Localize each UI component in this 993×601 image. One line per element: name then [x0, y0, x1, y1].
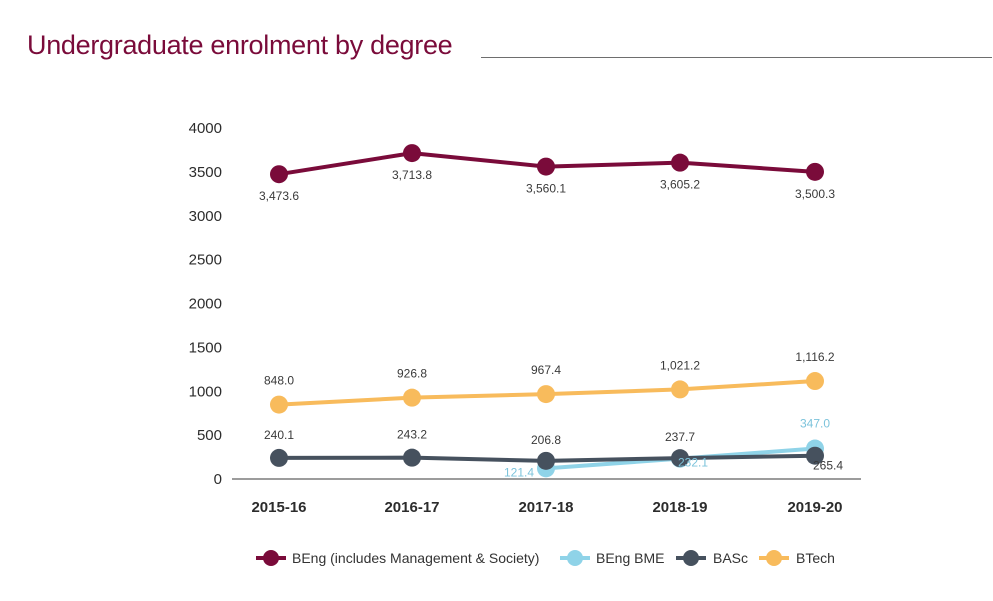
data-label: 3,560.1 — [526, 182, 566, 196]
series-layer — [270, 144, 824, 478]
legend-swatch-marker — [567, 550, 583, 566]
data-point — [270, 395, 288, 414]
axis-layer: 0 500 1000 1500 2000 2500 3000 3500 4000 2015-16 2… — [189, 120, 861, 516]
legend-label: BTech — [796, 550, 835, 566]
data-label: 265.4 — [813, 459, 843, 473]
legend-label: BASc — [713, 550, 748, 566]
data-label: 1,021.2 — [660, 358, 700, 372]
y-tick-label: 3500 — [189, 164, 222, 181]
y-tick-label: 4000 — [189, 120, 222, 137]
y-tick-label: 2500 — [189, 252, 222, 269]
y-tick-label: 500 — [197, 427, 222, 444]
data-label: 347.0 — [800, 417, 830, 431]
data-label: 3,500.3 — [795, 187, 835, 201]
data-label: 3,713.8 — [392, 168, 432, 182]
data-point — [270, 165, 288, 184]
data-label: 1,116.2 — [795, 350, 834, 364]
legend: BEng (includes Management & Society) BEng… — [256, 550, 835, 566]
data-point — [403, 144, 421, 163]
data-label: 926.8 — [397, 367, 427, 381]
data-point — [806, 162, 824, 181]
x-tick-label: 2018-19 — [652, 499, 707, 516]
legend-swatch-marker — [683, 550, 699, 566]
y-tick-label: 2000 — [189, 296, 222, 313]
data-label: 206.8 — [531, 433, 561, 447]
x-tick-label: 2019-20 — [787, 499, 842, 516]
data-label: 121.4 — [504, 465, 534, 479]
title-divider — [481, 57, 992, 58]
data-label: 243.2 — [397, 428, 427, 442]
data-point — [537, 385, 555, 404]
data-label: 237.7 — [665, 430, 695, 444]
data-point — [671, 449, 689, 468]
data-point — [671, 153, 689, 172]
data-point — [403, 388, 421, 407]
data-point — [806, 446, 824, 465]
legend-swatch-marker — [766, 550, 782, 566]
x-tick-label: 2017-18 — [518, 499, 573, 516]
data-label-layer: 3,473.6 3,713.8 3,560.1 3,605.2 3,500.3 121.4… — [259, 168, 843, 479]
data-label: 3,605.2 — [660, 178, 700, 192]
data-point — [270, 448, 288, 467]
y-tick-label: 3000 — [189, 208, 222, 225]
legend-label: BEng (includes Management & Society) — [292, 550, 539, 566]
data-label: 848.0 — [264, 374, 294, 388]
y-tick-label: 1000 — [189, 383, 222, 400]
data-point — [537, 451, 555, 470]
y-tick-label: 1500 — [189, 339, 222, 356]
data-label: 240.1 — [264, 428, 294, 442]
legend-swatch-marker — [263, 550, 279, 566]
y-tick-label: 0 — [214, 471, 222, 488]
legend-label: BEng BME — [596, 550, 664, 566]
data-point — [537, 157, 555, 176]
data-point — [403, 448, 421, 467]
chart-title: Undergraduate enrolment by degree — [27, 30, 453, 60]
data-label: 3,473.6 — [259, 189, 299, 203]
data-label: 232.1 — [678, 456, 708, 470]
x-tick-label: 2015-16 — [251, 499, 306, 516]
data-label: 967.4 — [531, 363, 561, 377]
x-tick-label: 2016-17 — [384, 499, 439, 516]
data-point — [806, 372, 824, 391]
data-point — [671, 380, 689, 399]
